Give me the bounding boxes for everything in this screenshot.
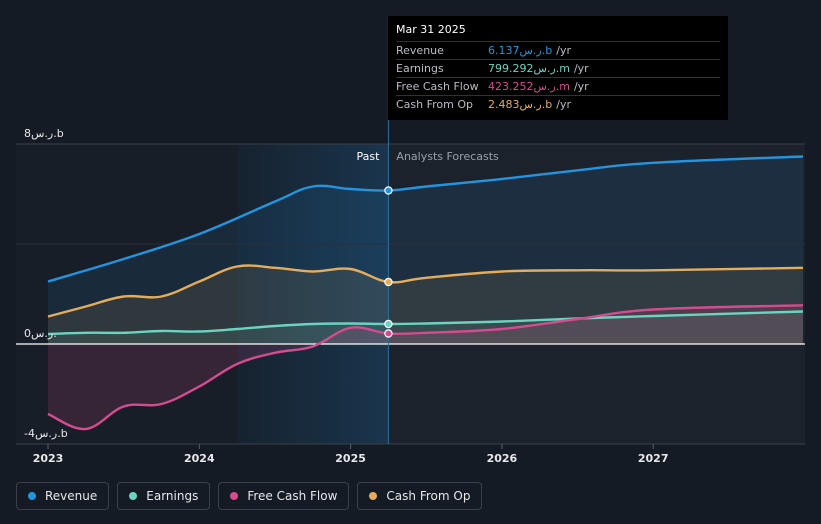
earnings-area: [48, 311, 803, 344]
tooltip-label: Revenue: [396, 44, 444, 57]
tooltip-value: 2.483ر.س.b: [488, 98, 553, 111]
legend-item-free-cash-flow[interactable]: Free Cash Flow: [218, 482, 350, 510]
free-cash-flow-dot-icon: [230, 492, 239, 500]
forecast-label: Analysts Forecasts: [396, 150, 499, 163]
legend-label: Revenue: [45, 489, 98, 503]
tooltip-value: 799.292ر.س.m: [488, 62, 570, 75]
x-tick-label: 2024: [184, 452, 215, 465]
tooltip-row-cash-from-op: Cash From Op 2.483ر.س.b /yr: [396, 96, 720, 113]
revenue-dot-icon: [28, 492, 36, 500]
cash-from-op-line: [47, 264, 804, 318]
y-tick-label: -4ر.س.b: [24, 427, 68, 440]
tooltip-label: Free Cash Flow: [396, 80, 479, 93]
tooltip-unit: /yr: [556, 44, 571, 57]
tooltip-row-free-cash-flow: Free Cash Flow 423.252ر.س.m /yr: [396, 78, 720, 96]
tooltip-value: 6.137ر.س.b: [488, 44, 553, 57]
legend-label: Cash From Op: [386, 489, 471, 503]
cash-from-op-point: [384, 277, 393, 287]
free-cash-flow-line: [47, 304, 804, 431]
tooltip-label: Cash From Op: [396, 98, 474, 111]
y-tick-label: 0ر.س.: [24, 327, 57, 340]
revenue-point: [384, 186, 393, 195]
tooltip-row-revenue: Revenue 6.137ر.س.b /yr: [396, 42, 720, 60]
revenue-line: [47, 155, 804, 283]
tooltip-date: Mar 31 2025: [396, 23, 720, 42]
cash-from-op-dot-icon: [369, 492, 378, 500]
pre-history-background: [16, 144, 238, 444]
legend-label: Free Cash Flow: [247, 489, 338, 503]
free-cash-flow-area: [48, 305, 803, 430]
x-tick-label: 2026: [487, 452, 518, 465]
x-tick-label: 2023: [33, 452, 64, 465]
legend-label: Earnings: [146, 489, 199, 503]
tooltip-unit: /yr: [573, 62, 589, 75]
past-label: Past: [356, 150, 380, 163]
tooltip-unit: /yr: [556, 98, 571, 111]
earnings-dot-icon: [129, 492, 138, 500]
chart-legend: Revenue Earnings Free Cash Flow Cash Fro…: [16, 482, 483, 510]
tooltip-row-earnings: Earnings 799.292ر.س.m /yr: [396, 60, 720, 78]
free-cash-flow-point: [384, 329, 393, 338]
tooltip-value: 423.252ر.س.m: [488, 80, 570, 93]
hover-tooltip: Mar 31 2025 Revenue 6.137ر.س.b /yr Earni…: [388, 16, 728, 120]
legend-item-cash-from-op[interactable]: Cash From Op: [357, 482, 483, 510]
tooltip-unit: /yr: [573, 80, 589, 93]
x-tick-label: 2027: [638, 452, 669, 465]
cash-from-op-area: [48, 265, 803, 344]
legend-item-earnings[interactable]: Earnings: [117, 482, 211, 510]
financial-chart: 8ر.س.b 0ر.س. -4ر.س.b 2023 2024 2025 2026 2027 Pa…: [16, 16, 805, 465]
x-tick-label: 2025: [335, 452, 366, 465]
revenue-area: [48, 156, 803, 344]
y-tick-label: 8ر.س.b: [24, 127, 64, 140]
earnings-point: [384, 319, 393, 329]
past-period-band: [237, 144, 389, 444]
forecast-background: [388, 144, 805, 444]
tooltip-label: Earnings: [396, 62, 444, 75]
legend-item-revenue[interactable]: Revenue: [16, 482, 110, 510]
